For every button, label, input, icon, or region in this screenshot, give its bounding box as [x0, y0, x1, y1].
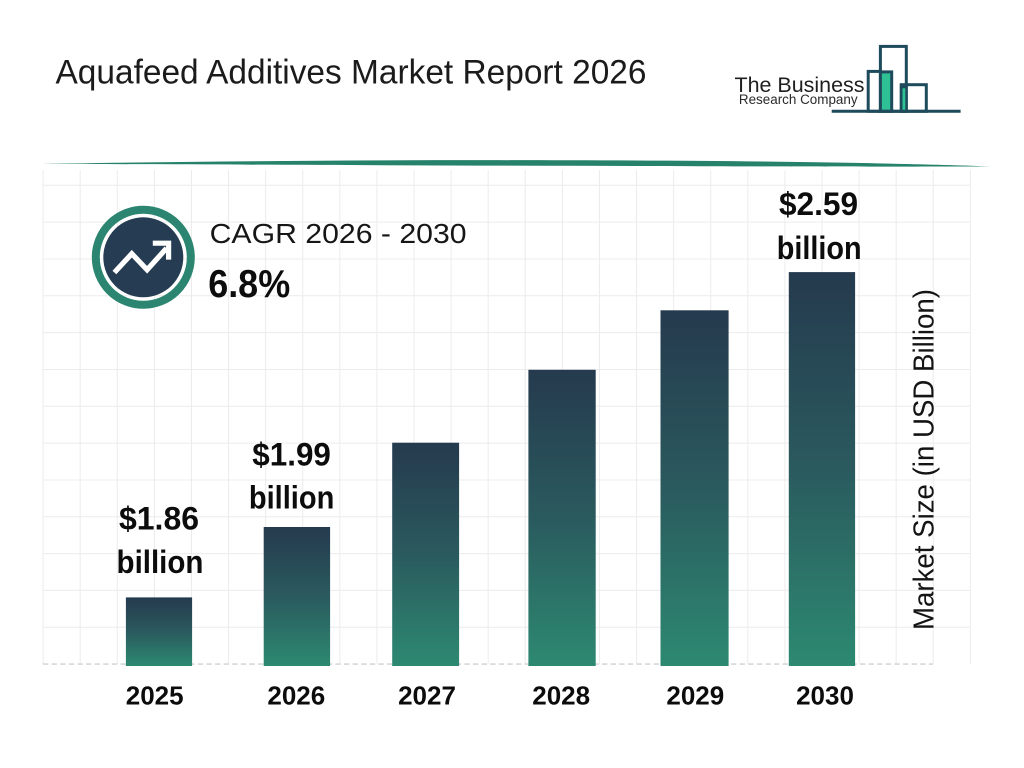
- svg-text:$2.59: $2.59: [779, 186, 858, 222]
- svg-text:$1.86: $1.86: [119, 501, 199, 537]
- svg-text:2027: 2027: [398, 681, 456, 711]
- svg-text:6.8%: 6.8%: [208, 263, 290, 306]
- svg-text:2026: 2026: [267, 681, 325, 711]
- svg-text:CAGR 2026 - 2030: CAGR 2026 - 2030: [210, 218, 467, 249]
- svg-text:billion: billion: [117, 544, 204, 580]
- svg-text:Aquafeed Additives Market Repo: Aquafeed Additives Market Report 2026: [56, 53, 647, 91]
- svg-text:2028: 2028: [532, 681, 590, 711]
- svg-text:$1.99: $1.99: [252, 436, 331, 472]
- svg-text:2025: 2025: [126, 681, 184, 711]
- svg-text:billion: billion: [777, 230, 862, 266]
- svg-text:Research Company: Research Company: [739, 92, 858, 107]
- svg-text:2030: 2030: [796, 681, 854, 711]
- svg-text:billion: billion: [249, 479, 334, 515]
- svg-text:Market Size (in USD Billion): Market Size (in USD Billion): [909, 289, 941, 630]
- svg-text:2029: 2029: [666, 681, 724, 711]
- svg-text:The Business: The Business: [735, 74, 865, 97]
